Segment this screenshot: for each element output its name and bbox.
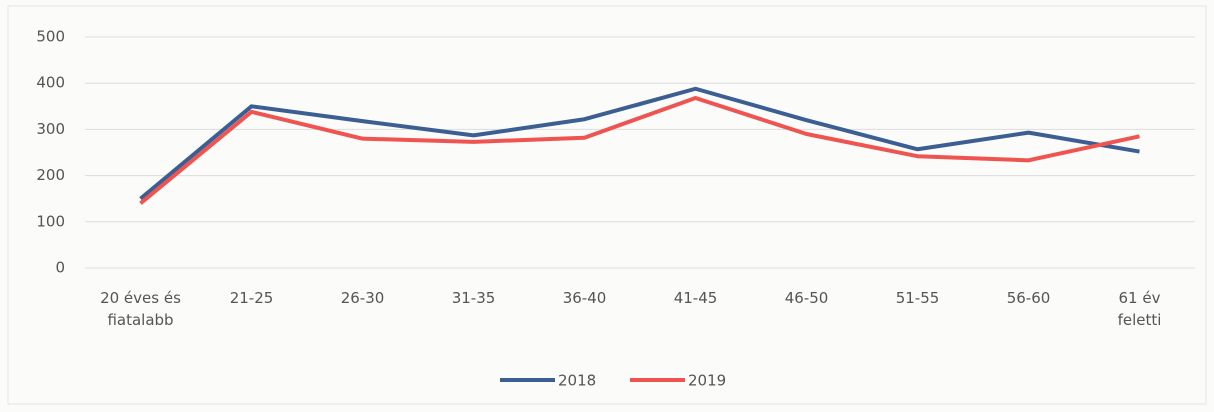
- x-tick-label: 21-25: [229, 289, 274, 307]
- y-tick-label: 400: [36, 74, 65, 92]
- x-tick-label: 61 év feletti: [1117, 289, 1162, 329]
- y-tick-label: 500: [36, 28, 65, 46]
- y-tick-label: 200: [36, 166, 65, 184]
- x-tick-label: 20 éves és fiatalabb: [100, 289, 181, 329]
- y-tick-label: 300: [36, 120, 65, 138]
- x-tick-label: 56-60: [1006, 289, 1051, 307]
- x-tick-label: 51-55: [895, 289, 940, 307]
- x-tick-label: 31-35: [451, 289, 496, 307]
- y-tick-label: 100: [36, 212, 65, 230]
- chart-border: [7, 5, 1207, 405]
- series-line: [139, 86, 1140, 201]
- x-tick-label: 36-40: [562, 289, 607, 307]
- series-line: [139, 95, 1140, 205]
- x-tick-label: 26-30: [340, 289, 385, 307]
- legend-label: 2018: [558, 372, 596, 390]
- x-tick-label: 46-50: [784, 289, 829, 307]
- y-tick-label: 0: [55, 259, 65, 277]
- x-tick-label: 41-45: [673, 289, 718, 307]
- legend-label: 2019: [688, 372, 726, 390]
